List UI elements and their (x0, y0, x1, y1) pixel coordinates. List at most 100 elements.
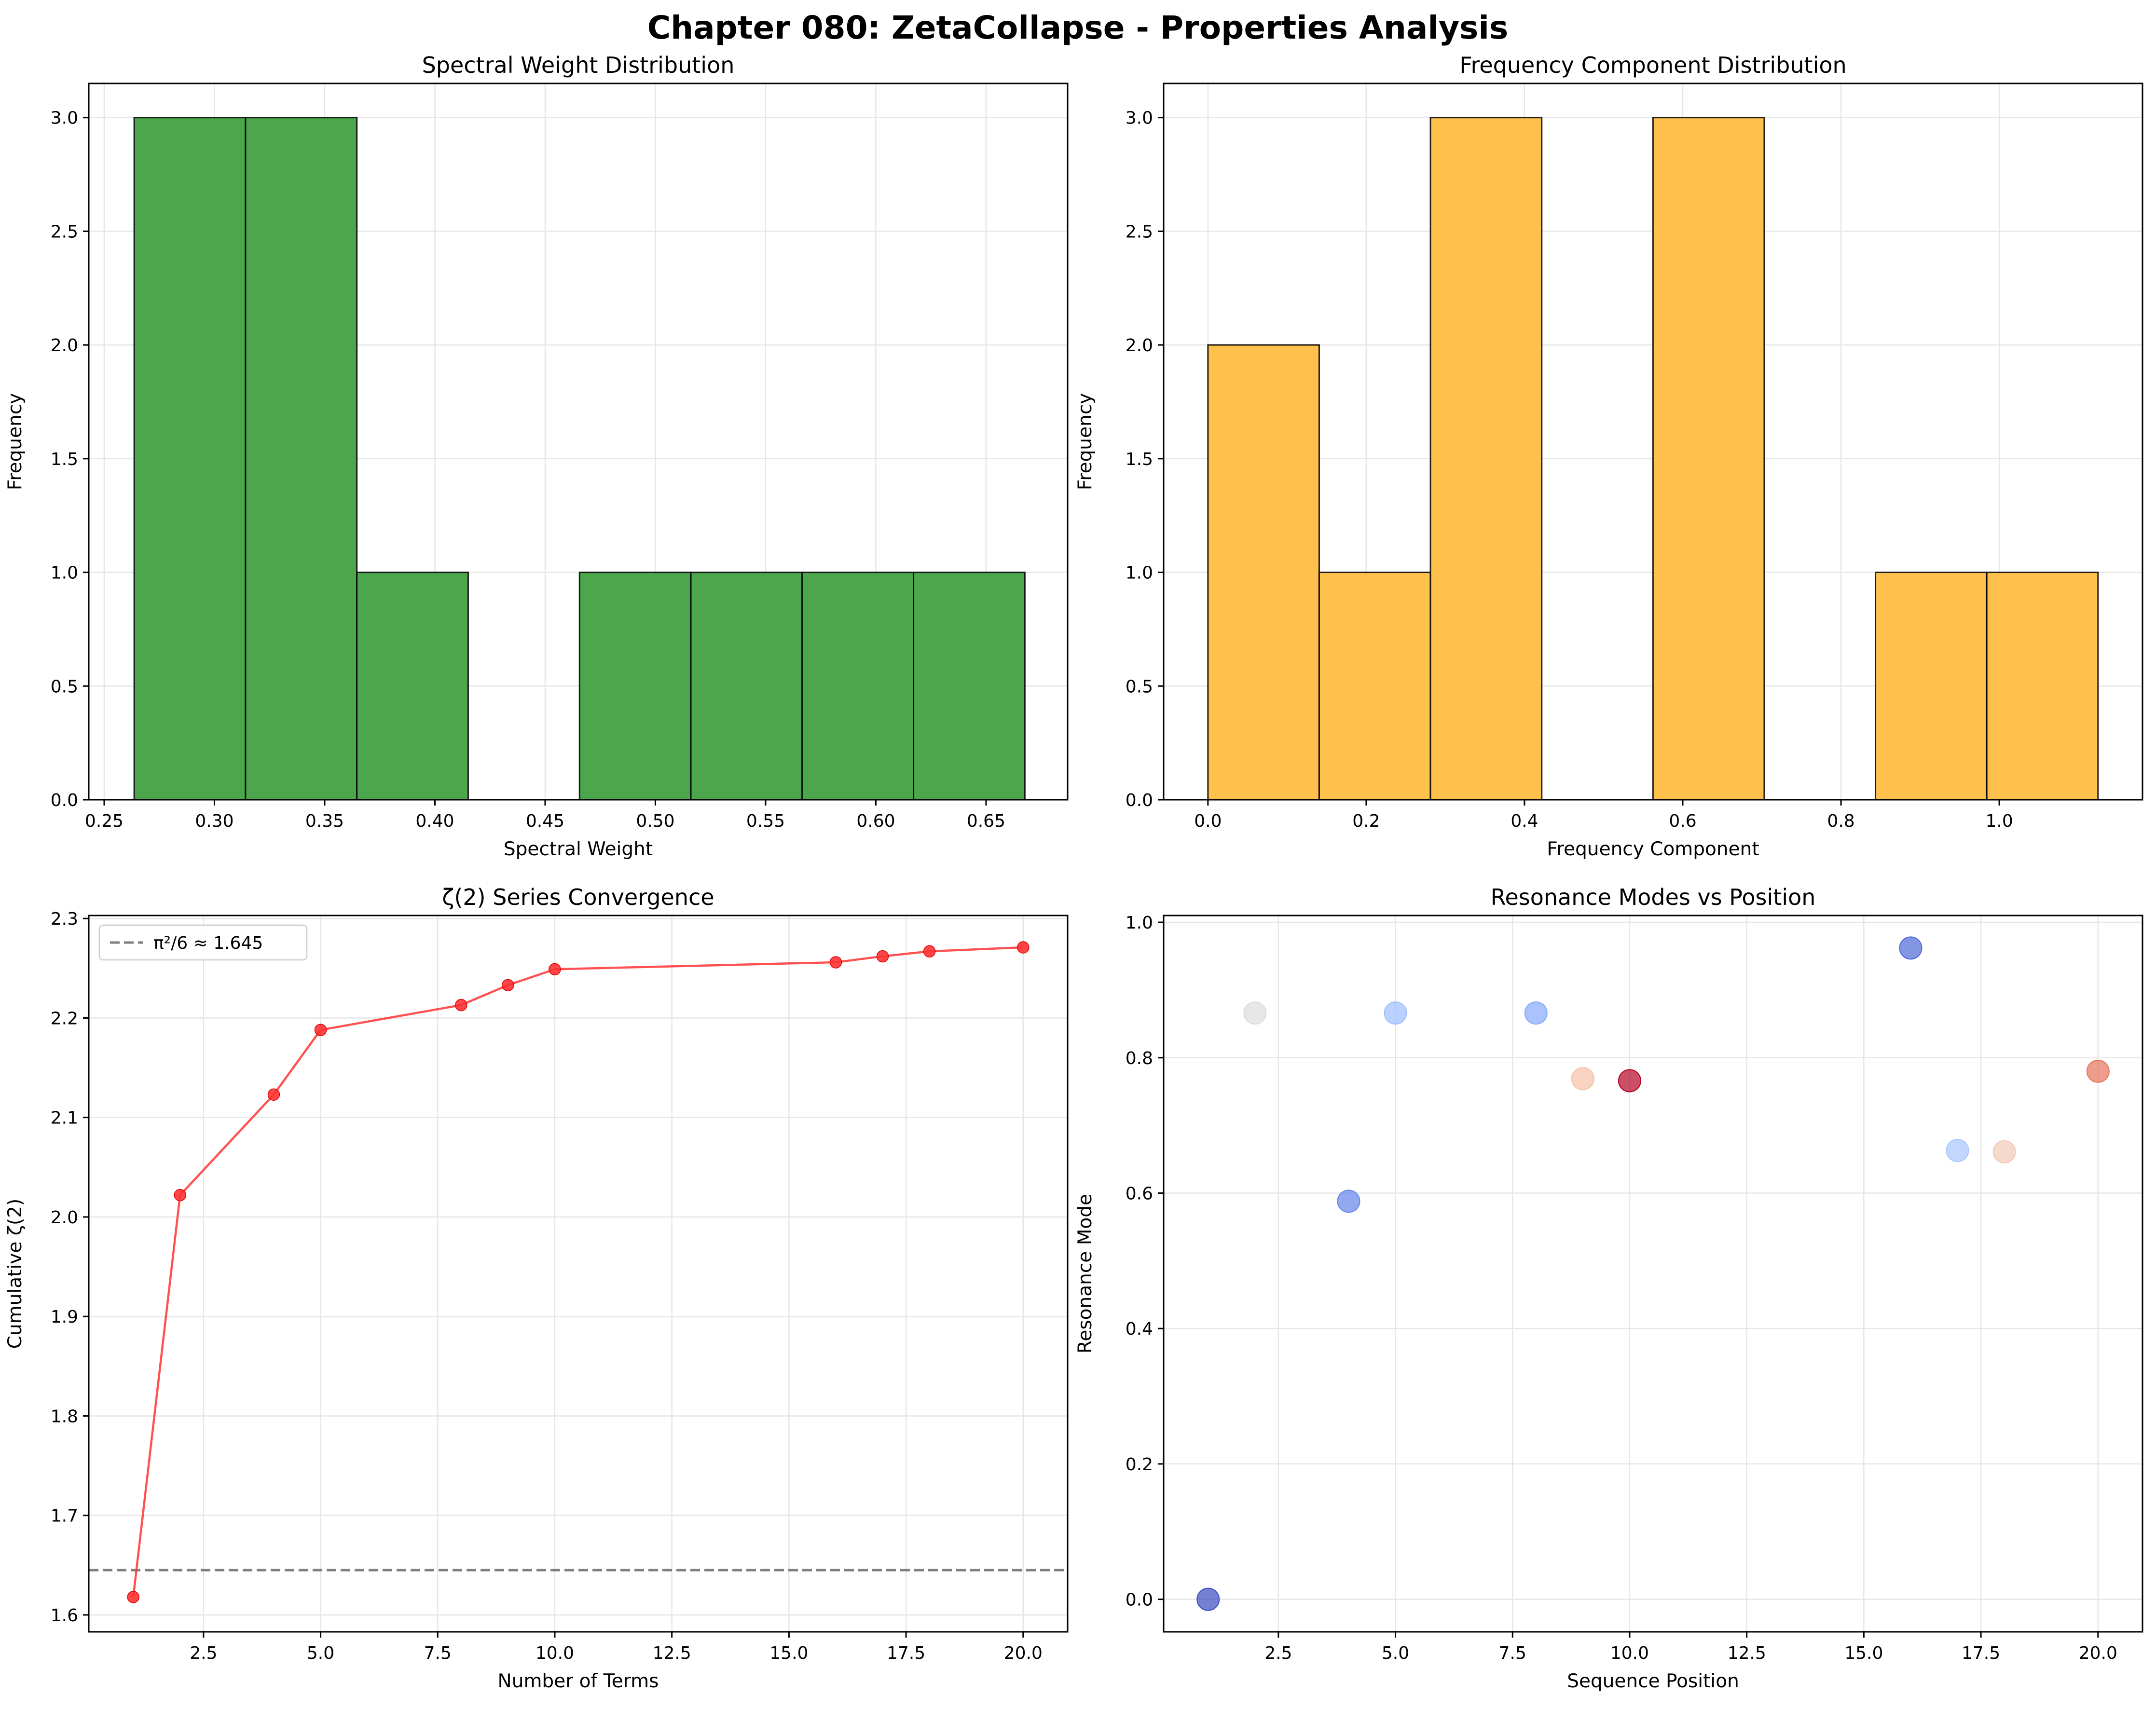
y-tick-label: 1.0 (51, 563, 78, 583)
y-tick-label: 0.0 (1126, 791, 1153, 810)
spectral-axes-frame (88, 82, 1069, 801)
y-tick-label: 1.5 (1126, 450, 1153, 469)
figure-title: Chapter 080: ZetaCollapse - Properties A… (647, 9, 1509, 46)
x-tick-label: 0.0 (1194, 811, 1222, 831)
resonance-panel-title: Resonance Modes vs Position (1491, 884, 1816, 910)
y-tick-label: 1.9 (51, 1307, 78, 1327)
data-point (267, 1088, 280, 1101)
y-tick-label: 1.5 (51, 450, 78, 469)
y-tick-label: 0.0 (1126, 1590, 1153, 1610)
zeta-convergence-line-chart: ζ(2) Series Convergence Number of Terms … (4, 884, 1069, 1692)
scatter-point (1243, 1001, 1267, 1025)
histogram-bar (1429, 117, 1543, 801)
convergence-plot-area (89, 916, 1068, 1632)
histogram-bar (913, 572, 1026, 801)
x-tick-label: 7.5 (1499, 1643, 1526, 1663)
y-tick-label: 2.0 (51, 336, 78, 355)
x-tick-label: 0.40 (415, 811, 454, 831)
y-tick-label: 1.0 (1126, 563, 1153, 583)
histogram-bar (356, 572, 469, 801)
convergence-y-axis-label: Cumulative ζ(2) (4, 1199, 26, 1349)
y-tick-label: 2.5 (1126, 222, 1153, 242)
x-tick-label: 5.0 (307, 1643, 334, 1663)
legend-reference-label: π²/6 ≈ 1.645 (153, 933, 263, 953)
scatter-point (1571, 1067, 1594, 1091)
histogram-bar (133, 117, 247, 801)
data-point (127, 1591, 139, 1603)
y-tick-label: 3.0 (51, 109, 78, 128)
y-tick-label: 2.5 (51, 222, 78, 242)
x-tick-label: 12.5 (653, 1643, 691, 1663)
x-tick-label: 7.5 (424, 1643, 452, 1663)
data-point (1017, 941, 1030, 954)
y-tick-label: 1.0 (1126, 913, 1153, 933)
x-tick-label: 0.55 (746, 811, 785, 831)
data-point (455, 998, 467, 1012)
x-tick-label: 0.8 (1827, 811, 1854, 831)
y-tick-label: 2.0 (51, 1208, 78, 1228)
y-tick-label: 0.6 (1126, 1184, 1153, 1203)
resonance-axes-frame (1163, 915, 2143, 1633)
x-tick-label: 0.6 (1669, 811, 1696, 831)
scatter-point (1337, 1189, 1360, 1213)
x-tick-label: 0.2 (1352, 811, 1380, 831)
data-point (314, 1024, 327, 1036)
y-tick-label: 2.1 (51, 1108, 78, 1128)
convergence-axes-frame (88, 915, 1069, 1633)
x-tick-label: 17.5 (887, 1643, 925, 1663)
x-tick-label: 0.35 (305, 811, 344, 831)
x-tick-label: 0.4 (1511, 811, 1538, 831)
histogram-bar (245, 117, 358, 801)
scatter-point (1618, 1069, 1641, 1093)
histogram-bar (690, 572, 803, 801)
x-tick-label: 5.0 (1382, 1643, 1409, 1663)
scatter-point (2086, 1059, 2110, 1083)
y-tick-label: 2.0 (1126, 336, 1153, 355)
x-tick-label: 10.0 (536, 1643, 574, 1663)
histogram-bar (1986, 572, 2099, 801)
x-tick-label: 0.60 (856, 811, 895, 831)
histogram-bar (801, 572, 915, 801)
scatter-point (1524, 1001, 1548, 1025)
data-point (502, 979, 514, 992)
histogram-bar (578, 572, 692, 801)
resonance-y-axis-label: Resonance Mode (1074, 1194, 1096, 1354)
x-tick-label: 15.0 (1844, 1643, 1883, 1663)
x-tick-label: 20.0 (1004, 1643, 1043, 1663)
y-tick-label: 1.8 (51, 1407, 78, 1426)
histogram-bar (1652, 117, 1765, 801)
resonance-x-axis-label: Sequence Position (1567, 1670, 1739, 1692)
spectral-panel-title: Spectral Weight Distribution (422, 52, 735, 78)
x-tick-label: 0.25 (85, 811, 124, 831)
y-tick-label: 0.0 (51, 791, 78, 810)
x-tick-label: 0.30 (195, 811, 233, 831)
x-tick-label: 10.0 (1610, 1643, 1649, 1663)
y-tick-label: 2.3 (51, 909, 78, 929)
data-point (549, 963, 561, 976)
resonance-scatter-chart: Resonance Modes vs Position Sequence Pos… (1074, 884, 2143, 1692)
frequency-x-axis-label: Frequency Component (1547, 838, 1759, 860)
x-tick-label: 2.5 (190, 1643, 217, 1663)
x-tick-label: 12.5 (1728, 1643, 1766, 1663)
x-tick-label: 0.65 (967, 811, 1005, 831)
y-tick-label: 2.2 (51, 1009, 78, 1028)
y-tick-label: 3.0 (1126, 109, 1153, 128)
data-point (923, 945, 936, 957)
x-tick-label: 0.50 (636, 811, 674, 831)
x-tick-label: 2.5 (1264, 1643, 1292, 1663)
y-tick-label: 0.5 (1126, 677, 1153, 697)
scatter-point (1384, 1001, 1407, 1025)
y-tick-label: 0.2 (1126, 1455, 1153, 1475)
x-tick-label: 15.0 (769, 1643, 808, 1663)
data-point (876, 950, 889, 963)
y-tick-label: 1.6 (51, 1606, 78, 1626)
spectral-x-axis-label: Spectral Weight (504, 838, 653, 860)
x-tick-label: 17.5 (1962, 1643, 2000, 1663)
y-tick-label: 0.4 (1126, 1319, 1153, 1339)
scatter-point (1946, 1139, 1969, 1162)
spectral-weight-histogram: Spectral Weight Distribution Spectral We… (4, 52, 1069, 860)
convergence-x-axis-label: Number of Terms (498, 1670, 659, 1692)
resonance-plot-area (1164, 916, 2142, 1632)
data-point (829, 956, 842, 969)
